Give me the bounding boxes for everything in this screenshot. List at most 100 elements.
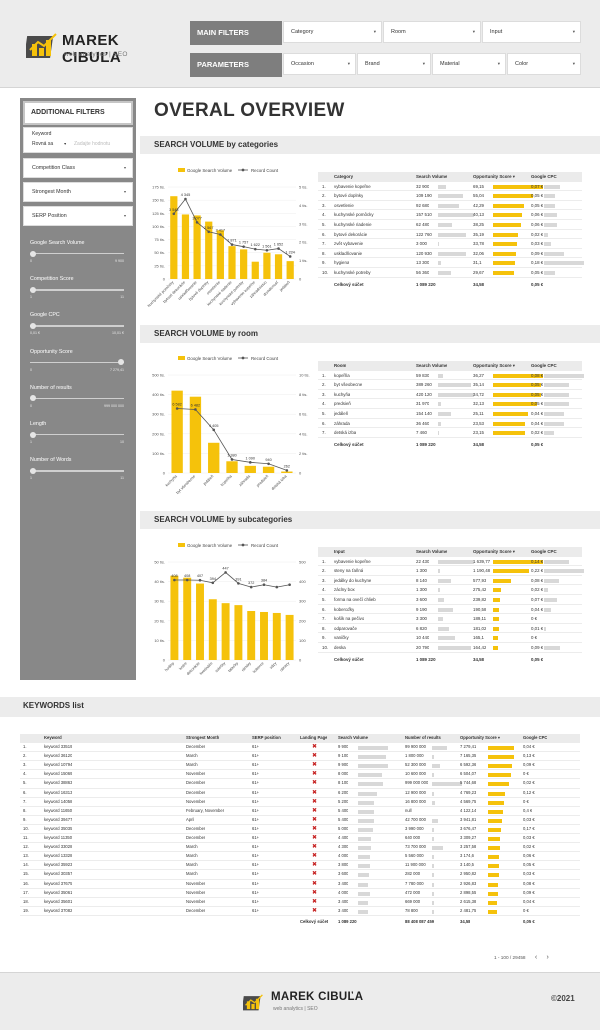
- point-record-count[interactable]: [230, 243, 234, 246]
- table-row[interactable]: 4. záclny box 1 300 275,42 0,02 €: [318, 585, 582, 595]
- close-icon[interactable]: ✖: [312, 744, 318, 751]
- point-record-count[interactable]: [172, 212, 176, 216]
- keyword-row[interactable]: 2. keyword 36120 March 61+ ✖ 9 100 1 800 000 7 …: [20, 752, 580, 762]
- keyword-row[interactable]: 5. keyword 38863 December 61+ ✖ 8 100 999 000 …: [20, 779, 580, 789]
- slider-track[interactable]: [30, 397, 124, 400]
- point-record-count[interactable]: [212, 428, 216, 432]
- column-header[interactable]: Opportunity Score ▾: [473, 549, 515, 554]
- competition-class-dropdown[interactable]: Competition Class ▾: [23, 158, 133, 178]
- slider-number-of-results[interactable]: Number of results 0 999 000 000: [30, 385, 126, 408]
- slider-number-of-words[interactable]: Number of Words 1 11: [30, 457, 126, 480]
- column-header[interactable]: Landing Page: [300, 735, 328, 740]
- slider-google-cpc[interactable]: Google CPC 0,01 € 10,01 €: [30, 312, 126, 335]
- close-icon[interactable]: ✖: [312, 789, 318, 796]
- close-icon[interactable]: ✖: [312, 889, 318, 896]
- close-icon[interactable]: ✖: [312, 907, 318, 914]
- close-icon[interactable]: ✖: [312, 835, 318, 842]
- table-row[interactable]: 1. vybavenie kopeľne 22 430 1 639,77 0,14 €: [318, 557, 582, 567]
- point-record-count[interactable]: [242, 245, 245, 248]
- column-header[interactable]: Strongest Month: [186, 735, 220, 740]
- table-row[interactable]: 9. hygiena 13 300 31,1 0,18 €: [318, 258, 584, 268]
- bar-search-volume[interactable]: [260, 611, 268, 660]
- bar-search-volume[interactable]: [251, 261, 259, 279]
- bar-search-volume[interactable]: [170, 196, 178, 279]
- keyword-row[interactable]: 13. keyword 13328 March 61+ ✖ 4 000 5 560 000 3…: [20, 852, 580, 862]
- slider-handle[interactable]: [30, 322, 36, 329]
- slider-opportunity-score[interactable]: Opportunity Score 0 7 279,41: [30, 349, 126, 372]
- bar-search-volume[interactable]: [171, 390, 183, 473]
- point-record-count[interactable]: [198, 578, 202, 582]
- close-icon[interactable]: ✖: [312, 862, 318, 869]
- point-record-count[interactable]: [185, 578, 189, 582]
- close-icon[interactable]: ✖: [312, 853, 318, 860]
- keyword-row[interactable]: 12. keyword 33028 March 61+ ✖ 4 300 73 700 000…: [20, 843, 580, 853]
- bar-search-volume[interactable]: [205, 221, 213, 279]
- table-row[interactable]: 8. odparovače 6 820 181,02 0,01 €: [318, 624, 582, 634]
- point-record-count[interactable]: [288, 583, 291, 587]
- point-record-count[interactable]: [195, 221, 199, 224]
- keyword-row[interactable]: 4. keyword 15069 November 61+ ✖ 8 000 10 600 0…: [20, 770, 580, 780]
- column-header[interactable]: Opportunity Score ▾: [473, 363, 515, 368]
- point-record-count[interactable]: [249, 585, 253, 589]
- column-header[interactable]: Search Volume: [416, 174, 448, 179]
- column-header[interactable]: Input: [334, 549, 345, 554]
- column-header[interactable]: SERP position: [252, 735, 281, 740]
- point-record-count[interactable]: [265, 248, 269, 252]
- column-header[interactable]: Search Volume: [338, 735, 368, 740]
- table-row[interactable]: 10. deska 20 790 164,42 0,09 €: [318, 643, 582, 653]
- slider-track[interactable]: [30, 289, 124, 291]
- table-row[interactable]: 5. jedáleň 154 140 25,11 0,04 €: [318, 409, 582, 419]
- keyword-row[interactable]: 11. keyword 11350 December 61+ ✖ 4 400 640 000…: [20, 834, 580, 844]
- bar-search-volume[interactable]: [244, 465, 256, 473]
- bar-search-volume[interactable]: [240, 249, 248, 279]
- slider-handle[interactable]: [30, 395, 36, 402]
- table-row[interactable]: 9. vaničky 10 440 165,1 0 €: [318, 633, 582, 643]
- keyword-row[interactable]: 3. keyword 10794 March 61+ ✖ 9 900 52 300 000 6…: [20, 761, 580, 771]
- column-header[interactable]: Google CPC: [531, 549, 557, 554]
- close-icon[interactable]: ✖: [312, 798, 318, 805]
- prev-page-button[interactable]: ‹: [534, 954, 538, 961]
- keyword-value-input[interactable]: Zadajte hodnotu: [74, 141, 111, 147]
- column-header[interactable]: Google CPC: [531, 174, 557, 179]
- slider-handle[interactable]: [30, 431, 36, 438]
- close-icon[interactable]: ✖: [312, 753, 318, 760]
- keyword-row[interactable]: 17. keyword 35061 November 61+ ✖ 4 000 472 000…: [20, 889, 580, 898]
- keyword-row[interactable]: 10. keyword 35035 December 61+ ✖ 5 000 3 990 0…: [20, 825, 580, 835]
- material-dropdown[interactable]: Material ▾: [432, 53, 506, 75]
- keyword-row[interactable]: 1. keyword 33519 December 61+ ✖ 9 900 99 900 0…: [20, 743, 580, 753]
- slider-track[interactable]: [30, 253, 124, 255]
- point-record-count[interactable]: [288, 255, 292, 258]
- column-header[interactable]: Room: [334, 363, 347, 368]
- bar-search-volume[interactable]: [181, 214, 190, 279]
- table-row[interactable]: 8. uskladňovanie 120 930 32,06 0,09 €: [318, 249, 582, 259]
- input-dropdown[interactable]: Input ▾: [482, 21, 581, 43]
- slider-handle[interactable]: [30, 467, 36, 474]
- bar-search-volume[interactable]: [234, 605, 243, 660]
- table-row[interactable]: 10. kuchynské potreby 56 360 29,67 0,05 €: [318, 268, 582, 278]
- point-record-count[interactable]: [230, 458, 234, 461]
- category-dropdown[interactable]: Category ▾: [283, 21, 382, 43]
- point-record-count[interactable]: [194, 408, 197, 411]
- close-icon[interactable]: ✖: [312, 844, 318, 851]
- slider-handle[interactable]: [30, 286, 36, 293]
- close-icon[interactable]: ✖: [312, 898, 318, 905]
- close-icon[interactable]: ✖: [312, 880, 318, 887]
- table-row[interactable]: 2. steny na ťaňná 1 300 1 190,48 0,22 €: [318, 566, 584, 576]
- bar-search-volume[interactable]: [285, 614, 294, 660]
- column-header[interactable]: Google CPC: [531, 363, 557, 368]
- bar-search-volume[interactable]: [286, 261, 294, 279]
- table-row[interactable]: 3. jedálky do kuchyne 8 140 577,93 0,08 €: [318, 576, 582, 586]
- column-header[interactable]: Search Volume: [416, 363, 448, 368]
- close-icon[interactable]: ✖: [312, 816, 318, 823]
- strongest-month-dropdown[interactable]: Strongest Month ▾: [23, 182, 133, 202]
- serp-position-dropdown[interactable]: SERP Position ▾: [23, 206, 133, 226]
- brand-dropdown[interactable]: Brand ▾: [357, 53, 431, 75]
- bar-search-volume[interactable]: [247, 611, 256, 660]
- close-icon[interactable]: ✖: [312, 825, 318, 832]
- column-header[interactable]: Keyword: [44, 735, 62, 740]
- bar-search-volume[interactable]: [216, 230, 224, 279]
- bar-search-volume[interactable]: [263, 252, 271, 279]
- point-record-count[interactable]: [224, 571, 227, 574]
- table-row[interactable]: 7. zvět vybavenie 3 000 33,78 0,03 €: [318, 239, 582, 249]
- keyword-row[interactable]: 9. keyword 39477 April 61+ ✖ 5 400 42 700 000 3…: [20, 816, 580, 825]
